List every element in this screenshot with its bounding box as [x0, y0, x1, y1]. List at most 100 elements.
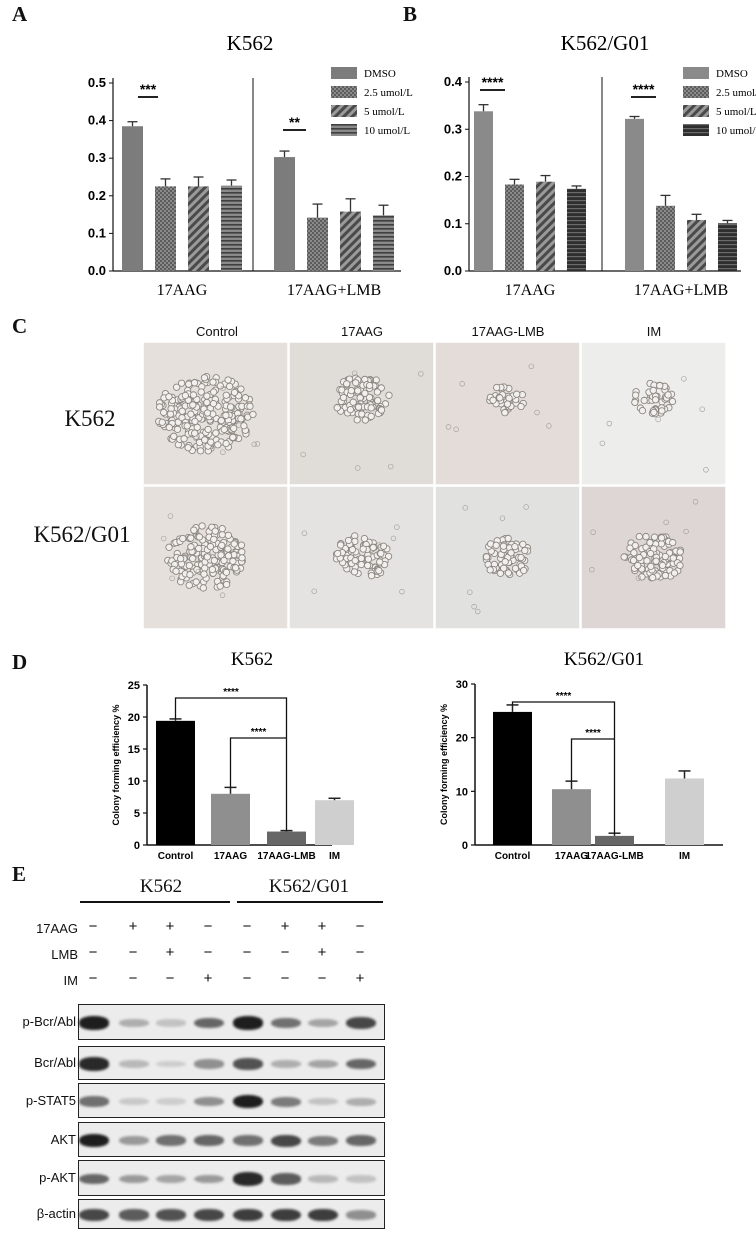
cell-colony-dot: [211, 527, 219, 535]
cell-colony-dot: [197, 388, 205, 396]
legend-entry: DMSO: [716, 68, 748, 80]
chart-title: K562/G01: [561, 31, 650, 55]
group-label-k562-g01: K562/G01: [268, 876, 350, 897]
blot-band: [233, 1058, 263, 1070]
treatment-sign: −: [203, 944, 213, 961]
blot-band: [346, 1017, 376, 1029]
panel-e-western-blot: K562 K562/G01 17AAG − + + − − + + − LMB − − + − − − + − IM…: [0, 862, 756, 1236]
significance-stars: ****: [223, 687, 239, 698]
legend-entry: DMSO: [364, 68, 396, 80]
cell-single-dot: [387, 463, 394, 470]
chart-title: K562: [231, 649, 273, 670]
cell-colony-dot: [369, 543, 377, 552]
blot-strip: [78, 1046, 385, 1080]
bar-2-5-umol-l: [155, 186, 176, 271]
cell-colony-dot: [181, 391, 189, 400]
cell-colony-dot: [224, 376, 232, 384]
treatment-label: IM: [63, 973, 78, 988]
cell-colony-dot: [155, 403, 164, 411]
cell-colony-dot: [172, 383, 181, 391]
cell-colony-dot: [229, 433, 237, 441]
treatment-sign: +: [317, 944, 327, 961]
cell-colony-dot: [359, 545, 367, 553]
blot-band: [346, 1058, 376, 1070]
y-tick-label: 0.4: [444, 74, 463, 89]
cell-colony-dot: [346, 406, 355, 414]
category-label: IM: [329, 851, 340, 862]
category-label: 17AAG-LMB: [585, 851, 643, 862]
significance-bracket: [229, 737, 287, 788]
cell-colony-dot: [165, 423, 173, 432]
treatment-sign: −: [88, 970, 98, 987]
legend-swatch: [331, 105, 357, 117]
blot-band: [79, 1209, 109, 1221]
blot-band: [233, 1135, 263, 1146]
blot-band: [271, 1134, 301, 1147]
cell-single-dot: [681, 376, 687, 382]
blot-band: [346, 1175, 376, 1183]
y-tick-label: 5: [134, 808, 140, 820]
treatment-sign: −: [88, 944, 98, 961]
cell-single-dot: [589, 566, 595, 573]
cell-colony-dot: [626, 544, 634, 552]
cell-colony-dot: [160, 408, 168, 417]
cell-colony-dot: [379, 542, 388, 550]
cell-colony-dot: [658, 407, 666, 415]
treatment-sign: −: [355, 944, 365, 961]
blot-band: [271, 1017, 301, 1029]
cell-single-dot: [195, 568, 202, 575]
significance-stars: ****: [633, 81, 655, 97]
cell-colony-dot: [352, 379, 360, 387]
legend-swatch: [331, 124, 357, 136]
cell-single-dot: [453, 426, 459, 433]
cell-single-dot: [167, 513, 174, 519]
blot-band: [156, 1135, 186, 1146]
y-tick-label: 0.0: [88, 263, 106, 278]
y-tick-label: 30: [456, 679, 468, 691]
cell-single-dot: [376, 542, 382, 548]
group-label-k562: K562: [139, 876, 183, 897]
blot-band: [308, 1097, 338, 1106]
y-axis-label: Colony forming efficiency %: [439, 704, 449, 825]
legend-entry: 10 umol/L: [364, 125, 410, 137]
blot-label: p-STAT5: [25, 1092, 76, 1108]
y-tick-label: 0: [462, 840, 468, 852]
panel-letter-a: A: [12, 2, 28, 26]
cell-colony-dot: [631, 391, 640, 399]
cell-colony-dot: [373, 388, 381, 396]
cell-colony-dot: [365, 381, 374, 390]
category-label: Control: [495, 851, 531, 862]
cell-colony-dot: [199, 584, 207, 592]
cell-colony-dot: [354, 403, 363, 411]
row-label-k562-g01: K562/G01: [33, 522, 131, 547]
blot-band: [346, 1097, 376, 1106]
treatment-sign: −: [242, 918, 252, 935]
cell-colony-dot: [333, 549, 342, 558]
cell-single-dot: [251, 441, 257, 448]
blot-band: [346, 1135, 376, 1146]
group-line-k562: [80, 901, 230, 903]
cell-colony-dot: [499, 542, 508, 550]
cell-single-dot: [499, 515, 506, 521]
cell-single-dot: [169, 575, 175, 582]
significance-bracket: [511, 701, 616, 834]
cell-colony-dot: [172, 567, 180, 575]
cell-colony-dot: [184, 444, 192, 452]
blot-band: [194, 1174, 224, 1184]
cell-colony-dot: [367, 404, 375, 412]
blot-strip: [78, 1004, 385, 1040]
significance-stars: ****: [251, 727, 267, 738]
cell-colony-dot: [222, 439, 230, 448]
cell-single-dot: [390, 535, 397, 542]
blot-band: [194, 1096, 224, 1107]
blot-band: [119, 1174, 149, 1184]
cell-single-dot: [220, 449, 226, 455]
treatment-sign: +: [317, 918, 327, 935]
y-tick-label: 15: [128, 744, 140, 756]
cell-colony-dot: [218, 541, 226, 550]
cell-single-dot: [193, 435, 199, 442]
cell-colony-dot: [517, 553, 525, 562]
cell-colony-dot: [222, 568, 231, 576]
treatment-label: LMB: [51, 947, 78, 962]
cell-single-dot: [220, 385, 226, 392]
